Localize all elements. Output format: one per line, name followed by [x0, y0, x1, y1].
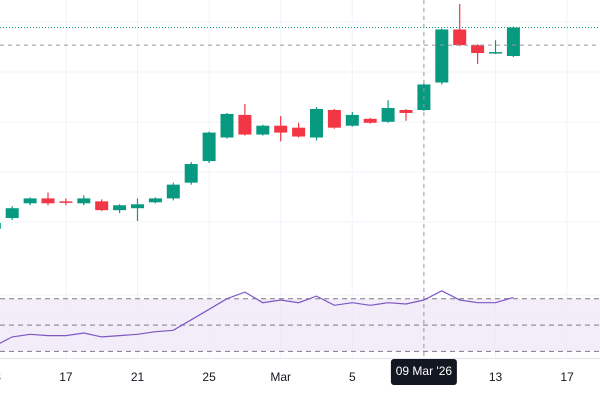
candle	[292, 122, 306, 138]
candle	[435, 28, 449, 85]
candle	[148, 197, 162, 204]
candle-body	[363, 118, 377, 123]
candle	[310, 107, 323, 141]
candle-body	[345, 114, 359, 126]
candle	[274, 115, 288, 142]
candle	[77, 195, 91, 206]
candle	[453, 3, 467, 47]
rsi-levels-layer	[0, 298, 600, 352]
candle-body	[5, 208, 19, 219]
candle	[0, 222, 1, 229]
candle-body	[113, 205, 127, 211]
time-axis-tick-label: 25	[202, 370, 216, 384]
time-axis-tick-label: 13	[0, 370, 1, 384]
crosshair-date-label-text: 09 Mar '26	[396, 364, 453, 378]
candle-body	[453, 29, 467, 46]
candle-body	[471, 45, 485, 54]
candle	[184, 162, 198, 185]
candle	[238, 104, 252, 136]
time-axis-tick-label: 5	[349, 370, 356, 384]
candle	[131, 198, 144, 221]
time-axis-tick-label: 17	[560, 370, 574, 384]
rsi-line	[0, 290, 514, 344]
time-axis-tick-label: Mar	[270, 370, 291, 384]
time-axis: 13 17 21 25 Mar 5 13 17	[0, 370, 574, 384]
candle	[5, 206, 19, 220]
candle-body	[41, 198, 55, 204]
candle	[166, 182, 180, 201]
candle-body	[238, 114, 252, 135]
candle-body	[489, 52, 502, 54]
candle	[327, 109, 341, 129]
crosshair-date-label: 09 Mar '26	[390, 359, 457, 385]
candle-body	[202, 132, 216, 162]
candle-body	[59, 201, 73, 203]
candle-body	[77, 198, 91, 204]
crosshair-date-label-background	[390, 359, 457, 385]
time-axis-tick-label: 13	[489, 370, 503, 384]
candle-body	[310, 109, 323, 138]
candle-body	[184, 164, 198, 183]
candle	[202, 131, 216, 164]
candles-layer	[0, 3, 520, 229]
candle	[489, 40, 502, 55]
candle-body	[274, 125, 288, 133]
candle-body	[0, 222, 1, 229]
candle-body	[166, 184, 180, 199]
candle	[59, 198, 73, 206]
candle-body	[327, 110, 341, 128]
candle-body	[399, 110, 413, 113]
candle-body	[506, 27, 520, 56]
candle-body	[381, 108, 395, 122]
candle	[381, 100, 395, 123]
candle	[113, 204, 127, 214]
candle	[363, 117, 377, 124]
candle-body	[148, 198, 162, 203]
time-axis-tick-label: 21	[131, 370, 145, 384]
candle	[95, 199, 109, 212]
candle-body	[292, 127, 306, 137]
candle	[399, 109, 413, 121]
candle	[506, 26, 520, 57]
candle	[41, 192, 55, 206]
time-axis-tick-label: 17	[59, 370, 73, 384]
candle-body	[131, 204, 144, 209]
candle-body	[256, 125, 270, 135]
candle	[220, 112, 234, 139]
candle	[23, 197, 37, 206]
candle-body	[435, 29, 449, 83]
candle-body	[95, 201, 109, 211]
candle	[471, 44, 485, 64]
candle	[256, 124, 270, 136]
candle-body	[220, 113, 234, 138]
candle-body	[23, 198, 37, 204]
candle	[345, 111, 359, 127]
